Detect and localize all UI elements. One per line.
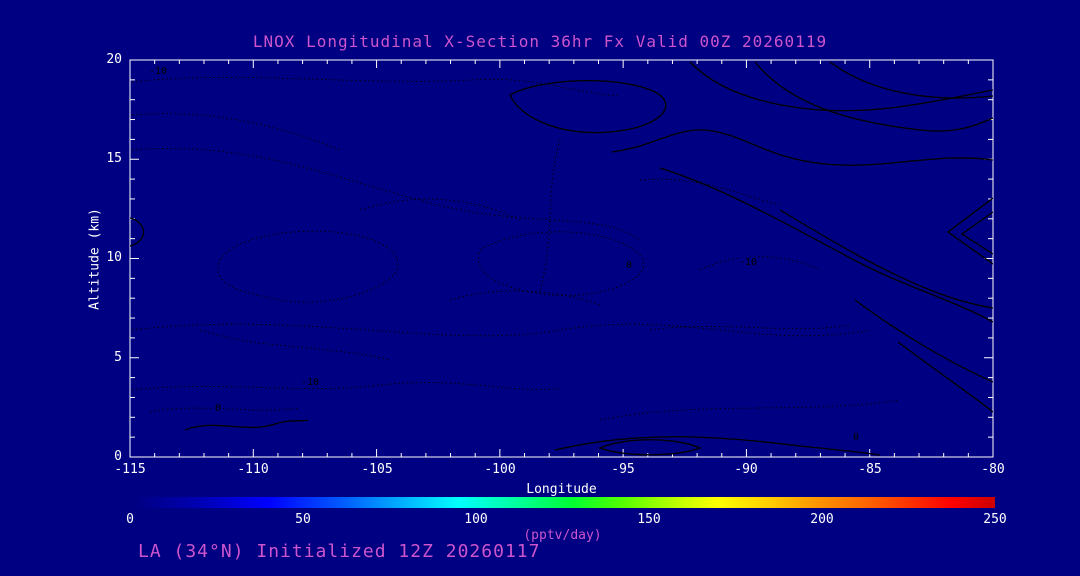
colorbar-tick-label: 200 (810, 512, 834, 527)
colorbar-tick-label: 50 (295, 512, 311, 527)
contour-lines (130, 61, 993, 456)
contour-label: -10 (148, 66, 169, 77)
contour-label: 0 (625, 260, 634, 271)
y-tick-label: 15 (106, 151, 122, 166)
y-tick-label: 0 (114, 449, 122, 464)
x-tick-label: -100 (484, 462, 516, 477)
x-tick-label: -110 (237, 462, 269, 477)
colorbar-tick-label: 0 (126, 512, 134, 527)
colorbar-tick-label: 250 (983, 512, 1007, 527)
y-tick-label: 10 (106, 250, 122, 265)
contour-label: -10 (738, 257, 759, 268)
y-tick-label: 20 (106, 52, 122, 67)
contour-label: 0 (214, 403, 223, 414)
x-axis-label: Longitude (526, 482, 597, 497)
x-tick-label: -85 (858, 462, 882, 477)
x-tick-label: -105 (361, 462, 393, 477)
x-tick-label: -90 (734, 462, 758, 477)
y-axis-label: Altitude (km) (87, 208, 103, 310)
colorbar-tick-label: 150 (637, 512, 661, 527)
axis-ticks (129, 59, 994, 458)
colorbar-tick-label: 100 (464, 512, 488, 527)
colorbar-gradient (130, 497, 995, 508)
chart-title: LNOX Longitudinal X-Section 36hr Fx Vali… (252, 32, 828, 51)
x-tick-label: -115 (114, 462, 146, 477)
contour-label: -10 (300, 377, 321, 388)
contour-label: 0 (852, 432, 861, 443)
y-tick-label: 5 (114, 350, 122, 365)
x-tick-label: -95 (611, 462, 635, 477)
init-annotation: LA (34°N) Initialized 12Z 20260117 (138, 541, 541, 562)
x-tick-label: -80 (981, 462, 1005, 477)
colorbar-units-label: (pptv/day) (523, 528, 602, 543)
